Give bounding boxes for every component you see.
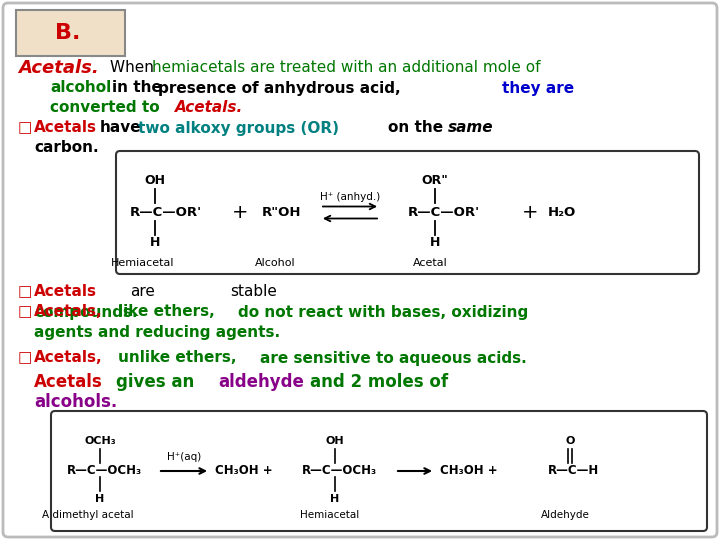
Text: A dimethyl acetal: A dimethyl acetal	[42, 510, 134, 520]
Text: R—C—H: R—C—H	[548, 464, 599, 477]
Text: OR": OR"	[422, 174, 449, 187]
Text: alcohols.: alcohols.	[34, 393, 117, 411]
Text: CH₃OH +: CH₃OH +	[215, 464, 273, 477]
Text: same: same	[448, 120, 494, 136]
Text: like ethers,: like ethers,	[118, 305, 215, 320]
Text: O: O	[565, 436, 575, 446]
Text: R"OH: R"OH	[262, 206, 302, 219]
Text: hemiacetals are treated with an additional mole of: hemiacetals are treated with an addition…	[152, 60, 541, 76]
Text: □: □	[18, 305, 32, 320]
Text: □: □	[18, 350, 32, 366]
Text: Acetals,: Acetals,	[34, 305, 103, 320]
Text: Hemiacetal: Hemiacetal	[300, 510, 359, 520]
Text: H: H	[150, 236, 160, 249]
Text: H⁺(aq): H⁺(aq)	[167, 452, 201, 462]
Text: H₂O: H₂O	[548, 206, 576, 219]
Text: are: are	[130, 285, 155, 300]
Text: R—C—OCH₃: R—C—OCH₃	[67, 464, 142, 477]
Text: Acetals,: Acetals,	[34, 350, 103, 366]
FancyBboxPatch shape	[16, 10, 125, 56]
Text: B.: B.	[55, 23, 81, 43]
Text: H: H	[95, 494, 104, 504]
Text: OCH₃: OCH₃	[84, 436, 116, 446]
Text: Acetals: Acetals	[34, 373, 103, 391]
Text: have: have	[100, 120, 142, 136]
Text: on the: on the	[388, 120, 443, 136]
Text: gives an: gives an	[116, 373, 194, 391]
Text: □: □	[18, 120, 32, 136]
Text: H: H	[430, 236, 440, 249]
Text: Acetals: Acetals	[34, 120, 97, 136]
Text: Acetal: Acetal	[413, 258, 447, 267]
Text: aldehyde: aldehyde	[218, 373, 304, 391]
Text: Aldehyde: Aldehyde	[541, 510, 590, 520]
Text: Acetals: Acetals	[34, 285, 97, 300]
Text: OH: OH	[145, 174, 166, 187]
Text: □: □	[18, 285, 32, 300]
Text: carbon.: carbon.	[34, 140, 99, 156]
Text: CH₃OH +: CH₃OH +	[440, 464, 498, 477]
Text: Acetals.: Acetals.	[175, 100, 243, 116]
Text: H⁺ (anhyd.): H⁺ (anhyd.)	[320, 192, 380, 201]
Text: unlike ethers,: unlike ethers,	[118, 350, 236, 366]
Text: alcohol: alcohol	[50, 80, 112, 96]
Text: agents and reducing agents.: agents and reducing agents.	[34, 325, 280, 340]
Text: +: +	[522, 203, 539, 222]
Text: Alcohol: Alcohol	[255, 258, 295, 267]
Text: compounds.: compounds.	[34, 305, 138, 320]
Text: and 2 moles of: and 2 moles of	[310, 373, 448, 391]
Text: presence of anhydrous acid,: presence of anhydrous acid,	[158, 80, 400, 96]
FancyBboxPatch shape	[51, 411, 707, 531]
Text: in the: in the	[112, 80, 162, 96]
Text: are sensitive to aqueous acids.: are sensitive to aqueous acids.	[260, 350, 527, 366]
Text: Acetals.: Acetals.	[18, 59, 99, 77]
Text: do not react with bases, oxidizing: do not react with bases, oxidizing	[238, 305, 528, 320]
Text: R—C—OR': R—C—OR'	[130, 206, 202, 219]
Text: stable: stable	[230, 285, 277, 300]
Text: Hemiacetal: Hemiacetal	[112, 258, 175, 267]
Text: OH: OH	[325, 436, 344, 446]
FancyBboxPatch shape	[3, 3, 717, 537]
FancyBboxPatch shape	[116, 151, 699, 274]
Text: two alkoxy groups (OR): two alkoxy groups (OR)	[138, 120, 339, 136]
Text: When: When	[110, 60, 158, 76]
Text: they are: they are	[502, 80, 574, 96]
Text: +: +	[232, 203, 248, 222]
Text: R—C—OR': R—C—OR'	[408, 206, 480, 219]
Text: converted to: converted to	[50, 100, 160, 116]
Text: H: H	[330, 494, 340, 504]
Text: R—C—OCH₃: R—C—OCH₃	[302, 464, 377, 477]
